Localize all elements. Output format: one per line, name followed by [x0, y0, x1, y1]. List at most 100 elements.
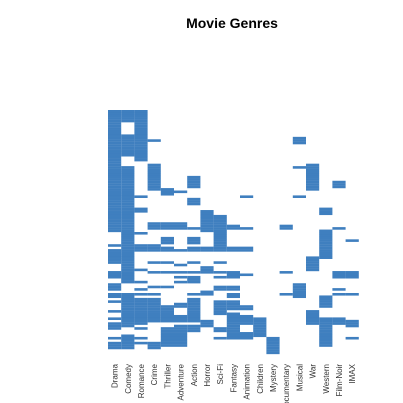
heatmap-cell-comedy-84 [121, 314, 135, 318]
heatmap-cell-children-90 [253, 329, 267, 333]
heatmap-cell-drama-0 [108, 110, 122, 113]
heatmap-cell-drama-48 [108, 227, 122, 230]
heatmap-cell-comedy-47 [121, 224, 135, 228]
heatmap-cell-comedy-27 [121, 175, 135, 179]
heatmap-cell-drama-49 [108, 229, 122, 233]
heatmap-cell-action-75 [187, 293, 201, 296]
heatmap-cell-fantasy-67 [226, 273, 240, 277]
heatmap-cell-horror-43 [200, 214, 214, 218]
heatmap-cell-thriller-56 [160, 246, 174, 250]
heatmap-cell-drama-5 [108, 122, 122, 125]
heatmap-cell-musical-72 [292, 285, 306, 289]
heatmap-cell-mystery-96 [266, 344, 280, 347]
heatmap-cell-crime-66 [147, 271, 161, 274]
heatmap-cell-drama-93 [108, 336, 122, 340]
heatmap-cell-romance-10 [134, 134, 148, 137]
heatmap-cell-romance-81 [134, 307, 148, 311]
heatmap-cell-fantasy-73 [226, 288, 240, 291]
heatmap-cell-drama-68 [108, 275, 122, 279]
heatmap-cell-sci-fi-52 [213, 236, 227, 240]
heatmap-cell-drama-33 [108, 190, 122, 194]
heatmap-cell-romance-93 [134, 336, 148, 340]
heatmap-cell-drama-85 [108, 317, 122, 320]
heatmap-cell-fantasy-85 [226, 317, 240, 320]
heatmap-cell-western-60 [319, 256, 333, 259]
heatmap-cell-imax-75 [345, 293, 359, 296]
heatmap-cell-romance-77 [134, 297, 148, 301]
heatmap-cell-comedy-82 [121, 310, 135, 313]
heatmap-cell-romance-79 [134, 302, 148, 306]
heatmap-cell-western-92 [319, 334, 333, 338]
heatmap-cell-comedy-16 [121, 149, 135, 152]
heatmap-cell-western-88 [319, 324, 333, 328]
heatmap-cell-romance-14 [134, 144, 148, 147]
heatmap-cell-comedy-46 [121, 222, 135, 225]
heatmap-cell-animation-48 [240, 227, 254, 230]
x-tick-label-animation: Animation [243, 364, 252, 400]
heatmap-cell-sci-fi-57 [213, 249, 227, 252]
heatmap-cell-action-78 [187, 300, 201, 303]
heatmap-cell-sci-fi-48 [213, 227, 227, 230]
heatmap-cell-crime-29 [147, 180, 161, 184]
heatmap-cell-comedy-68 [121, 275, 135, 279]
heatmap-cell-horror-46 [200, 222, 214, 225]
heatmap-cell-adventure-93 [174, 336, 188, 340]
heatmap-cell-western-90 [319, 329, 333, 333]
heatmap-cell-fantasy-57 [226, 249, 240, 252]
heatmap-cell-drama-59 [108, 253, 122, 257]
heatmap-cell-film-noir-75 [332, 293, 346, 296]
heatmap-cell-adventure-63 [174, 263, 188, 267]
heatmap-cell-romance-82 [134, 310, 148, 313]
heatmap-cell-fantasy-91 [226, 332, 240, 335]
heatmap-cell-crime-23 [147, 166, 161, 169]
heatmap-cell-romance-9 [134, 131, 148, 135]
heatmap-cell-drama-40 [108, 207, 122, 211]
heatmap-cell-romance-57 [134, 249, 148, 252]
heatmap-cell-comedy-59 [121, 253, 135, 257]
heatmap-cell-drama-12 [108, 139, 122, 142]
heatmap-cell-drama-38 [108, 202, 122, 206]
heatmap-cell-drama-61 [108, 258, 122, 262]
heatmap-cell-sci-fi-66 [213, 271, 227, 274]
heatmap-cell-comedy-64 [121, 266, 135, 269]
heatmap-cell-comedy-66 [121, 271, 135, 274]
heatmap-cell-thriller-86 [160, 319, 174, 323]
heatmap-cell-sci-fi-93 [213, 336, 227, 340]
heatmap-cell-comedy-13 [121, 141, 135, 145]
heatmap-cell-thriller-57 [160, 249, 174, 252]
heatmap-cell-action-86 [187, 319, 201, 323]
heatmap-cell-romance-41 [134, 210, 148, 213]
heatmap-cell-animation-56 [240, 246, 254, 250]
heatmap-cell-drama-96 [108, 344, 122, 347]
heatmap-cell-war-84 [306, 314, 320, 318]
heatmap-cell-comedy-85 [121, 317, 135, 320]
heatmap-cell-film-noir-73 [332, 288, 346, 291]
heatmap-cell-drama-78 [108, 300, 122, 303]
heatmap-cell-comedy-44 [121, 217, 135, 220]
heatmap-cell-horror-57 [200, 249, 214, 252]
heatmap-cell-sci-fi-82 [213, 310, 227, 313]
heatmap-cell-thriller-47 [160, 224, 174, 228]
heatmap-cell-war-29 [306, 180, 320, 184]
heatmap-cell-adventure-94 [174, 339, 188, 342]
heatmap-cell-drama-62 [108, 261, 122, 264]
x-tick-label-action: Action [190, 364, 199, 386]
heatmap-cell-comedy-87 [121, 322, 135, 325]
heatmap-cell-adventure-89 [174, 327, 188, 330]
heatmap-cell-western-59 [319, 253, 333, 257]
heatmap-cell-horror-88 [200, 324, 214, 328]
heatmap-cell-horror-86 [200, 319, 214, 323]
heatmap-cell-drama-72 [108, 285, 122, 289]
heatmap-cell-film-noir-66 [332, 271, 346, 274]
heatmap-cell-fantasy-88 [226, 324, 240, 328]
heatmap-cell-comedy-76 [121, 295, 135, 299]
heatmap-cell-western-93 [319, 336, 333, 340]
heatmap-cell-musical-74 [292, 290, 306, 294]
heatmap-cell-comedy-17 [121, 151, 135, 155]
heatmap-cell-drama-66 [108, 271, 122, 274]
heatmap-cell-horror-87 [200, 322, 214, 325]
heatmap-cell-comedy-30 [121, 183, 135, 186]
heatmap-cell-children-85 [253, 317, 267, 320]
heatmap-cell-film-noir-87 [332, 322, 346, 325]
heatmap-cell-drama-76 [108, 295, 122, 299]
